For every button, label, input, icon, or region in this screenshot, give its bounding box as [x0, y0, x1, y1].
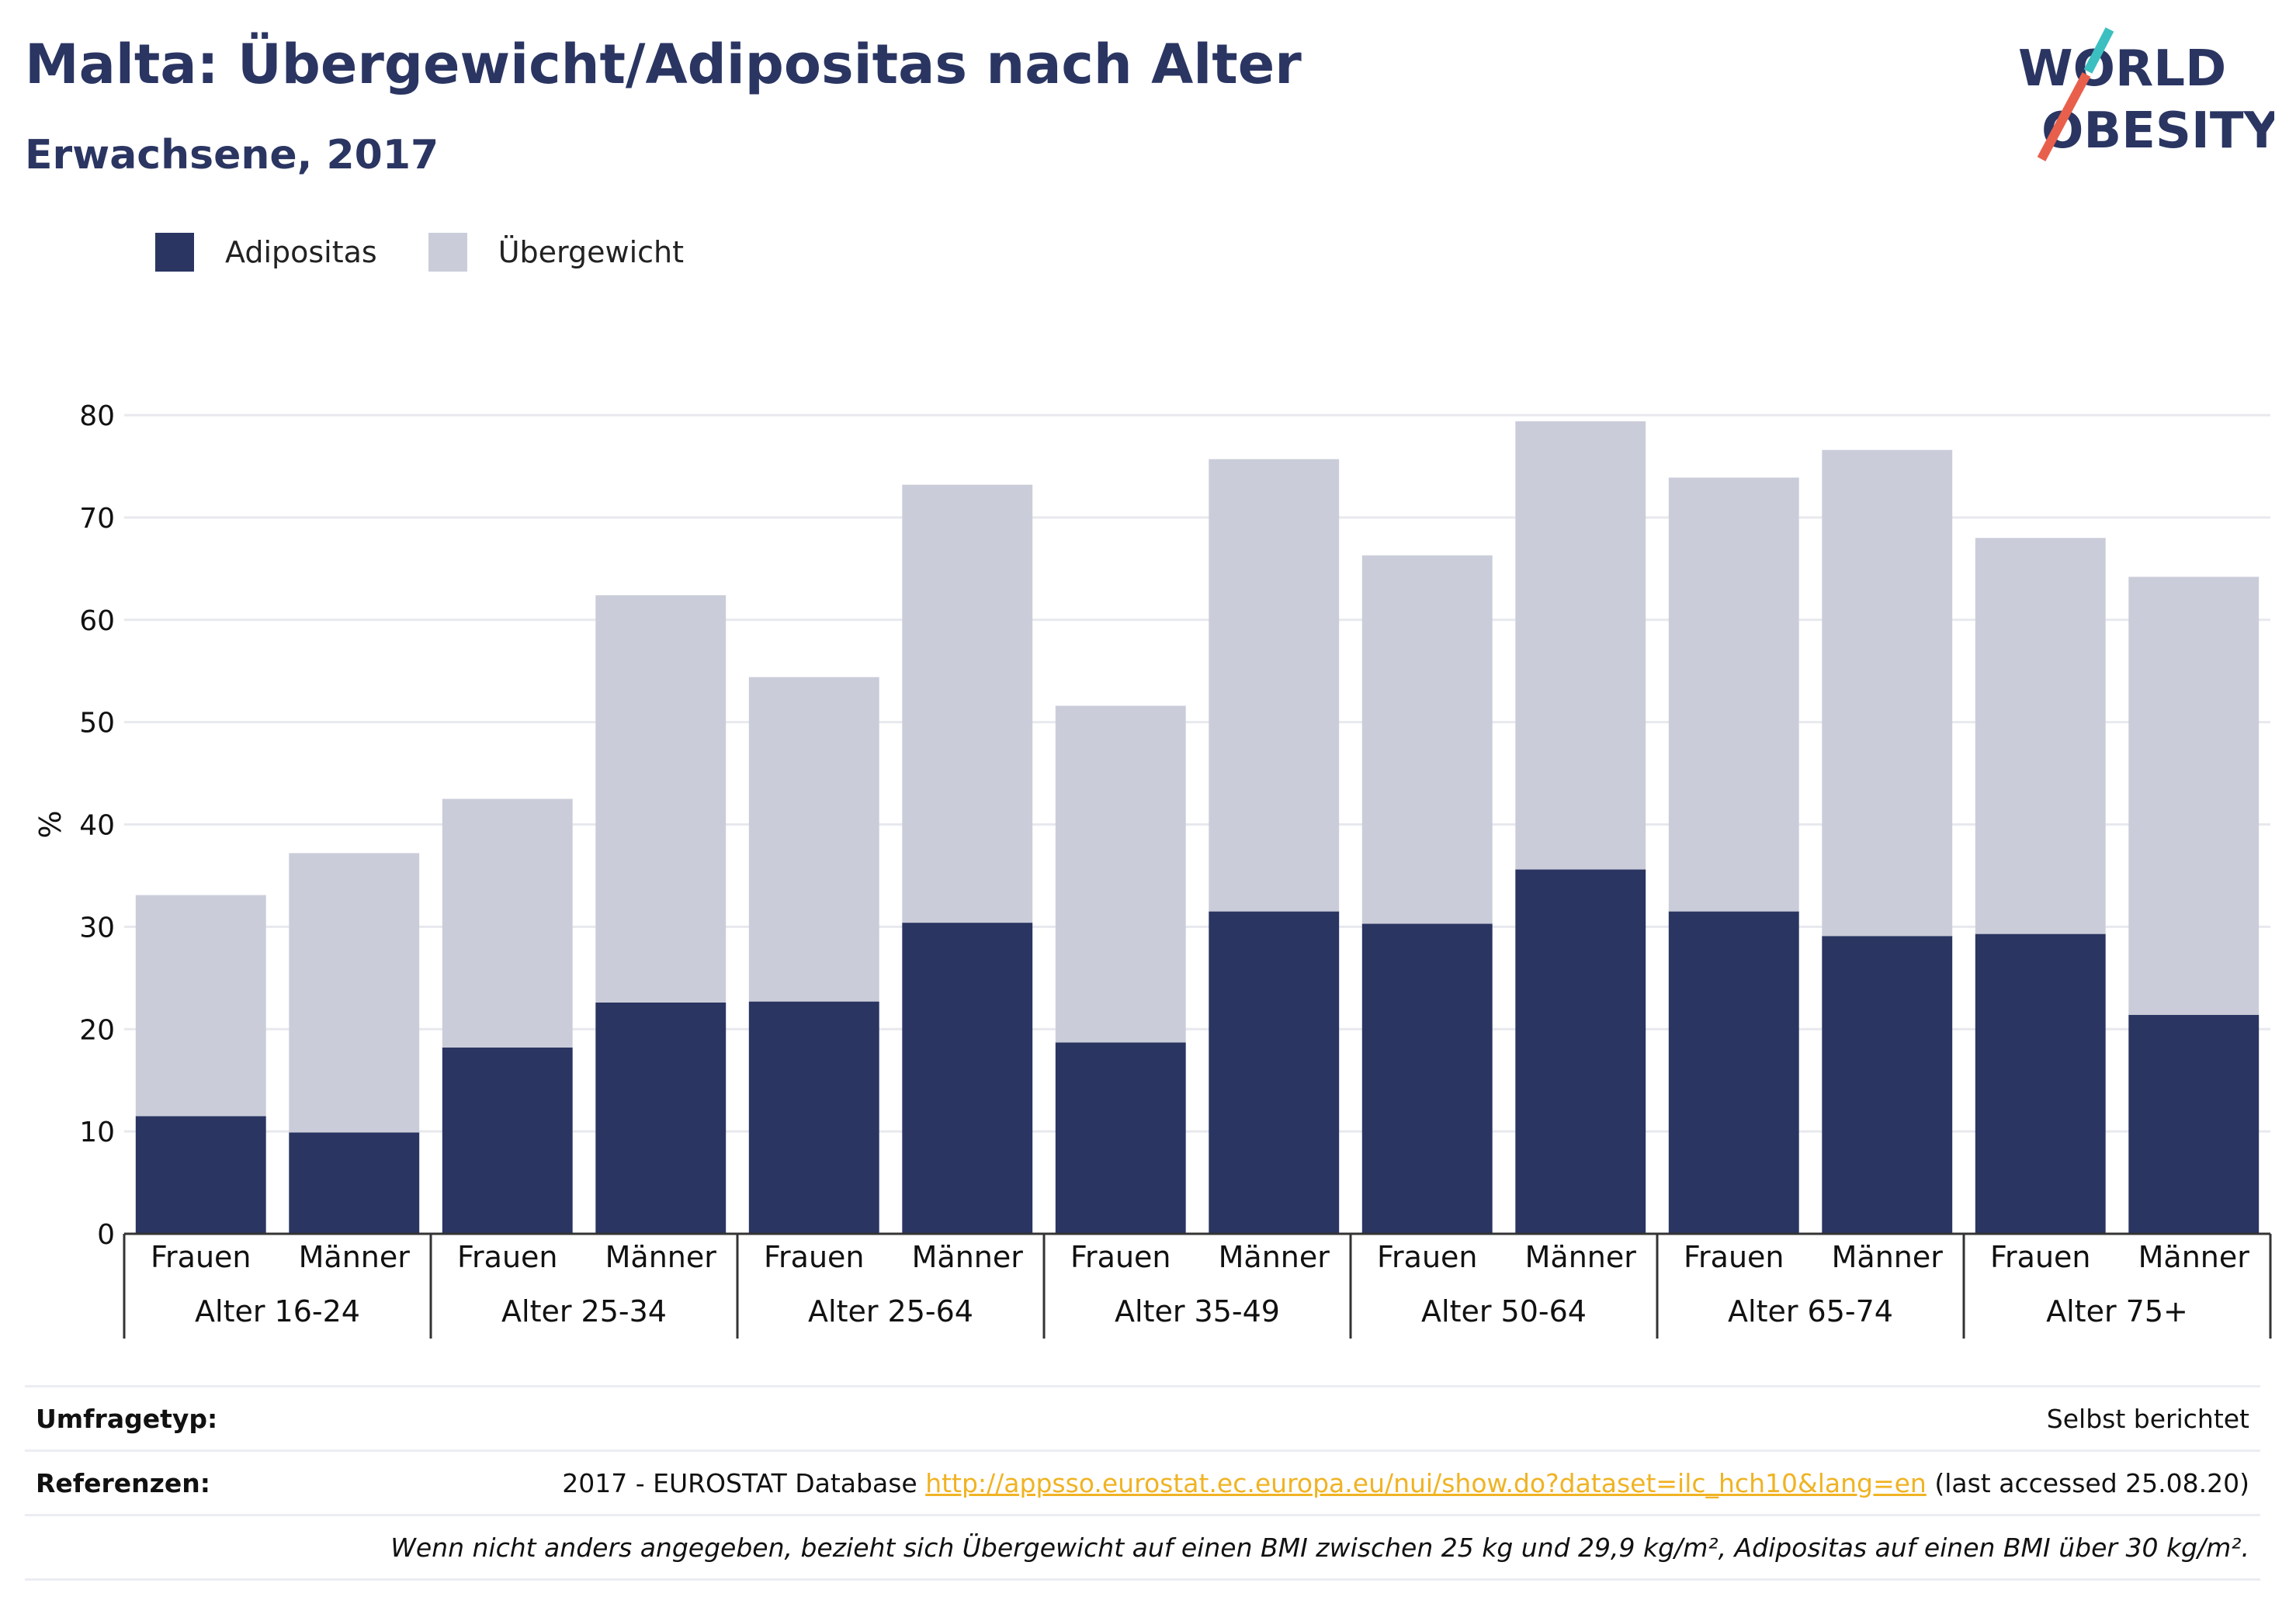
x-tick-label: Männer — [299, 1240, 411, 1274]
bar-overweight — [442, 798, 573, 1048]
references-value: 2017 - EUROSTAT Database http://appsso.e… — [562, 1468, 2249, 1498]
bar-overweight — [1209, 459, 1340, 912]
bar-obesity — [1515, 869, 1646, 1234]
bar-overweight — [902, 484, 1033, 923]
y-axis-label: % — [33, 810, 68, 838]
chart-title: Malta: Übergewicht/Adipositas nach Alter — [25, 33, 1302, 96]
references-prefix: 2017 - EUROSTAT Database — [562, 1467, 926, 1498]
x-tick-label: Männer — [1832, 1240, 1944, 1274]
group-label: Alter 75+ — [2046, 1294, 2188, 1328]
y-tick-label: 40 — [79, 810, 115, 842]
logo-word-obesity: OBESITY — [2041, 102, 2274, 160]
group-label: Alter 16-24 — [195, 1294, 360, 1328]
bar-obesity — [1055, 1042, 1186, 1234]
legend-label-obesity: Adipositas — [225, 235, 377, 269]
x-tick-label: Frauen — [1377, 1240, 1478, 1274]
group-label: Alter 25-34 — [501, 1294, 667, 1328]
x-tick-label: Frauen — [1070, 1240, 1171, 1274]
group-label: Alter 35-49 — [1115, 1294, 1280, 1328]
bar-overweight — [1822, 449, 1953, 937]
info-table: Umfragetyp: Selbst berichtet Referenzen:… — [25, 1385, 2260, 1581]
bar-overweight — [135, 895, 266, 1117]
bar-overweight — [2128, 577, 2260, 1015]
logo-word-world: WORLD — [2018, 40, 2226, 98]
bar-overweight — [1055, 705, 1186, 1043]
bar-overweight — [1515, 421, 1646, 870]
y-tick-label: 10 — [79, 1117, 115, 1148]
bar-obesity — [1822, 936, 1953, 1234]
bar-overweight — [1975, 538, 2106, 934]
bar-obesity — [2128, 1014, 2260, 1234]
legend-item-obesity[interactable]: Adipositas — [155, 233, 377, 272]
y-tick-label: 60 — [79, 605, 115, 637]
group-label: Alter 65-74 — [1728, 1294, 1893, 1328]
references-row: Referenzen: 2017 - EUROSTAT Database htt… — [25, 1450, 2260, 1514]
stacked-bar-chart: 0 10 20 30 40 50 60 70 80% Frauen Männer Alter 16-2… — [33, 400, 2272, 1339]
survey-type-label: Umfragetyp: — [36, 1403, 218, 1434]
y-tick-label: 0 — [97, 1219, 115, 1251]
world-obesity-logo: WORLD OBESITY — [2018, 27, 2274, 161]
definition-note: Wenn nicht anders angegeben, bezieht sic… — [390, 1532, 2249, 1563]
group-label: Alter 25-64 — [808, 1294, 973, 1328]
bar-obesity — [1209, 911, 1340, 1234]
x-tick-label: Männer — [1525, 1240, 1637, 1274]
bar-overweight — [1668, 477, 1799, 912]
x-tick-label: Männer — [1219, 1240, 1330, 1274]
x-tick-label: Frauen — [764, 1240, 865, 1274]
x-tick-label: Männer — [605, 1240, 717, 1274]
bar-obesity — [442, 1047, 573, 1234]
logo-slash-red — [2037, 72, 2091, 161]
bar-overweight — [595, 595, 727, 1003]
bar-obesity — [135, 1116, 266, 1234]
x-tick-label: Männer — [912, 1240, 1024, 1274]
logo-slash-teal — [2083, 27, 2114, 74]
y-tick-label: 50 — [79, 708, 115, 739]
bar-obesity — [902, 923, 1033, 1234]
x-tick-label: Frauen — [457, 1240, 558, 1274]
x-tick-label: Frauen — [151, 1240, 251, 1274]
y-tick-label: 30 — [79, 912, 115, 944]
bar-obesity — [595, 1002, 727, 1234]
eurostat-link[interactable]: http://appsso.eurostat.ec.europa.eu/nui/… — [925, 1467, 1927, 1498]
references-label: Referenzen: — [36, 1467, 210, 1498]
survey-type-row: Umfragetyp: Selbst berichtet — [25, 1385, 2260, 1450]
bar-obesity — [1361, 923, 1493, 1234]
legend-swatch-overweight — [428, 233, 467, 272]
survey-type-value: Selbst berichtet — [2046, 1403, 2249, 1434]
bar-obesity — [289, 1132, 420, 1234]
legend-item-overweight[interactable]: Übergewicht — [428, 233, 684, 272]
bar-overweight — [1361, 555, 1493, 924]
bar-obesity — [748, 1001, 879, 1234]
references-suffix: (last accessed 25.08.20) — [1926, 1467, 2249, 1498]
bar-obesity — [1668, 911, 1799, 1234]
x-tick-label: Frauen — [1684, 1240, 1784, 1274]
definition-note-row: Wenn nicht anders angegeben, bezieht sic… — [25, 1514, 2260, 1581]
x-tick-label: Männer — [2138, 1240, 2250, 1274]
x-tick-label: Frauen — [1990, 1240, 2091, 1274]
bar-overweight — [289, 853, 420, 1133]
legend: Adipositas Übergewicht — [155, 229, 735, 275]
legend-swatch-obesity — [155, 233, 194, 272]
bar-overweight — [748, 677, 879, 1002]
y-tick-label: 20 — [79, 1014, 115, 1046]
y-tick-label: 80 — [79, 400, 115, 432]
chart-subtitle: Erwachsene, 2017 — [25, 132, 439, 178]
bar-obesity — [1975, 933, 2106, 1234]
group-label: Alter 50-64 — [1421, 1294, 1587, 1328]
legend-label-overweight: Übergewicht — [498, 235, 684, 269]
y-tick-label: 70 — [79, 503, 115, 535]
